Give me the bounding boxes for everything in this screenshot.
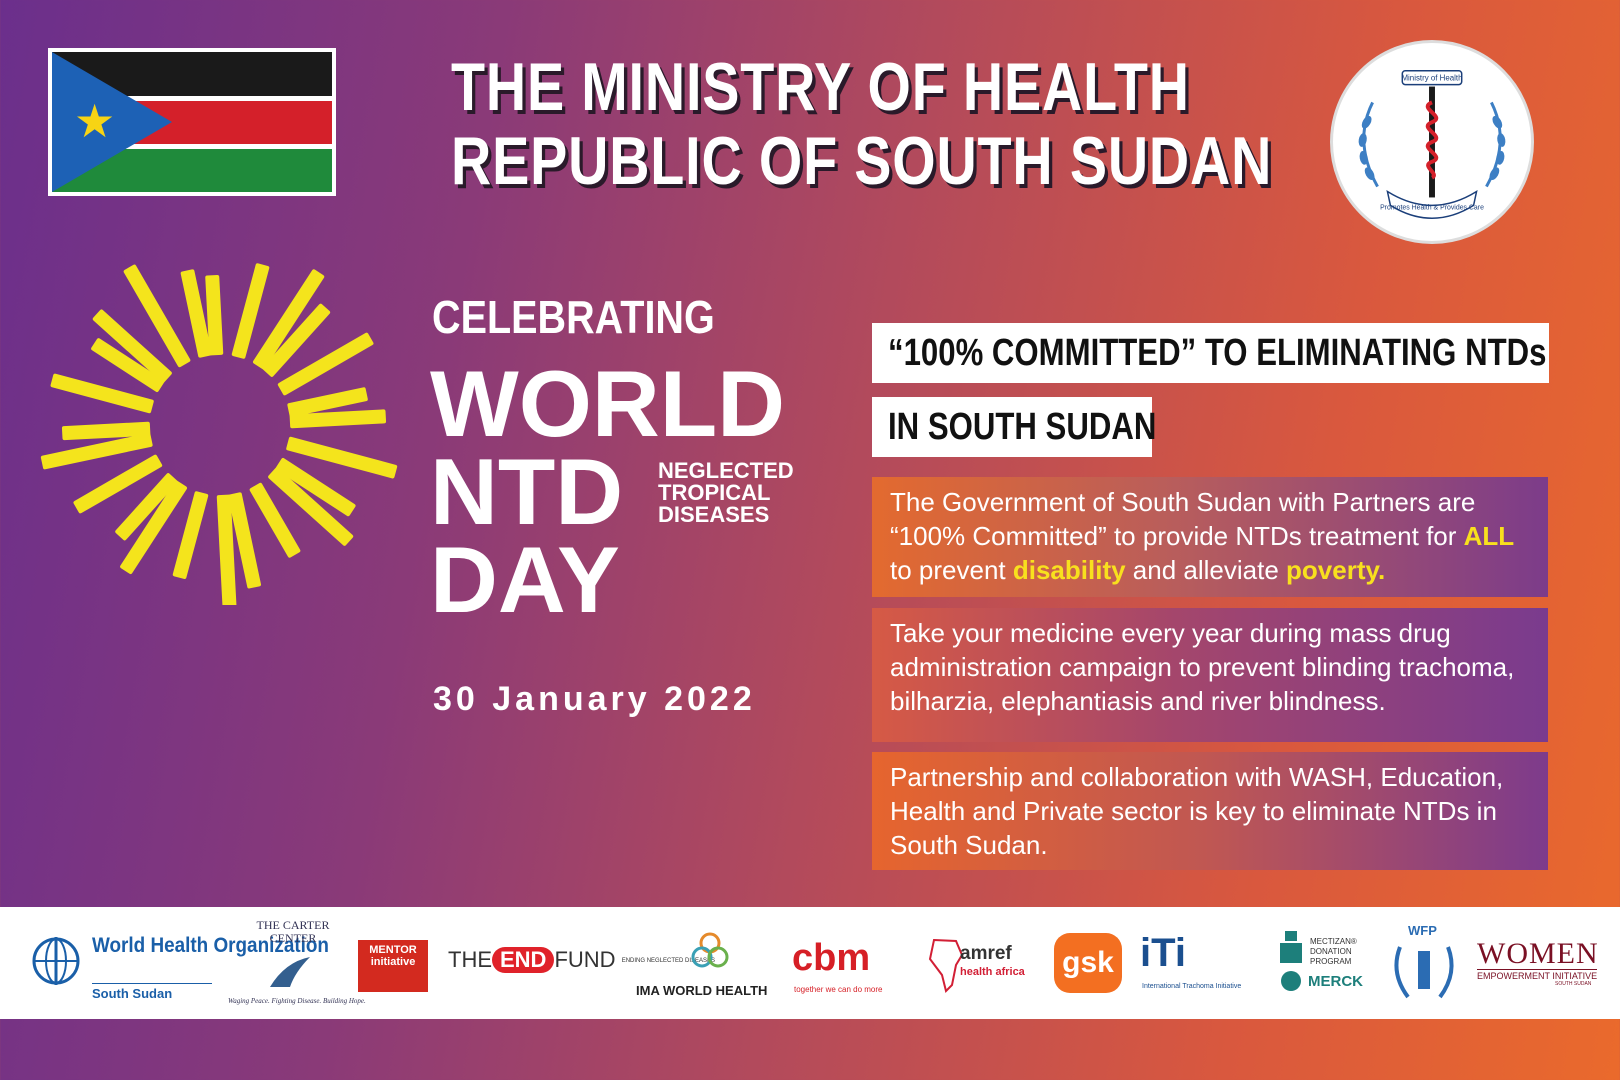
sun-ray [205, 274, 224, 356]
wfp-label: WFP [1408, 923, 1437, 938]
sun-ray [287, 387, 368, 417]
sun-ray [268, 467, 354, 546]
heading-day: DAY [430, 527, 620, 632]
sun-ray [286, 436, 398, 479]
sun-ray [123, 264, 191, 368]
flag-white-stripe [52, 96, 332, 101]
sun-ray [115, 473, 178, 541]
heading-world: WORLD [430, 351, 786, 456]
commitment-subheading: IN SOUTH SUDAN [872, 397, 1156, 457]
sun-ray [180, 269, 212, 358]
cbm-logo: cbm [792, 937, 871, 979]
iti-logo: iTi [1140, 931, 1186, 975]
flag-white-stripe [52, 144, 332, 149]
panel1-text: and alleviate [1125, 555, 1287, 585]
ntd-expansion: NEGLECTED TROPICAL DISEASES [658, 460, 794, 526]
sun-ray [253, 269, 325, 370]
sun-ray [249, 482, 301, 558]
ima-rings-icon [691, 932, 729, 968]
sun-ray [216, 494, 237, 605]
end-fund-end: END [492, 947, 555, 973]
mectizan-label: MECTIZAN® DONATION PROGRAM [1310, 937, 1357, 966]
merck-label: MERCK [1308, 973, 1363, 990]
women-empowerment-country: SOUTH SUDAN [1555, 981, 1592, 987]
title-line-2: REPUBLIC OF SOUTH SUDAN [451, 123, 1273, 199]
panel1-highlight-disability: disability [1012, 555, 1126, 585]
event-date: 30 January 2022 [433, 680, 756, 718]
end-fund-logo: THE END FUND ENDING NEGLECTED DISEASES [448, 947, 716, 973]
sun-ray [92, 309, 172, 383]
sun-ray [277, 332, 374, 396]
mentor-initiative-logo: MENTOR initiative [358, 940, 428, 992]
message-panel-medicine: Take your medicine every year during mas… [872, 608, 1548, 742]
ntd-neglected: NEGLECTED [658, 458, 794, 483]
sun-ray [73, 454, 163, 514]
sun-ray [50, 373, 154, 414]
south-sudan-flag: ★ [48, 48, 336, 196]
sun-ray [262, 303, 331, 377]
end-fund-fund: FUND [554, 947, 616, 972]
sun-rays-logo [40, 263, 398, 605]
sun-ray [120, 480, 187, 574]
women-empowerment-logo: WOMEN [1477, 937, 1599, 970]
sun-ray [40, 433, 153, 470]
star-icon: ★ [74, 95, 116, 147]
mectizan-icon [1280, 931, 1302, 991]
sun-ray [275, 458, 356, 517]
panel1-text: to prevent [890, 555, 1013, 585]
seal-bottom-text: Promotes Health & Provides Care [1380, 204, 1484, 211]
panel1-highlight-poverty: poverty. [1286, 555, 1386, 585]
amref-logo: amref health africa [960, 943, 1025, 981]
ministry-seal-logo: Ministry of Health Promotes Health & Pro… [1330, 40, 1534, 244]
end-fund-the: THE [448, 947, 492, 972]
panel1-text: The Government of South Sudan with Partn… [890, 487, 1476, 551]
who-globe-icon [32, 937, 80, 985]
flag-blue-triangle [52, 52, 172, 192]
message-panel-government: The Government of South Sudan with Partn… [872, 477, 1548, 597]
carter-dove-icon [270, 957, 310, 987]
ntd-diseases: DISEASES [658, 502, 770, 527]
ima-world-health-label: IMA WORLD HEALTH [636, 983, 768, 998]
sun-ray [61, 421, 151, 441]
wfp-wreath-icon [1394, 946, 1454, 999]
amref-title: amref [960, 943, 1012, 964]
commitment-heading: “100% COMMITTED” TO ELIMINATING NTDs [872, 323, 1549, 383]
heading-ntd: NTD [430, 439, 624, 544]
gsk-logo: gsk [1054, 933, 1122, 993]
partner-logos-bar: World Health Organization South Sudan TH… [0, 907, 1620, 1019]
world-ntd-day-heading: WORLD NTD DAY [430, 351, 786, 632]
cbm-tagline: together we can do more [794, 985, 883, 994]
africa-outline-icon [928, 938, 964, 993]
commitment-line-2: IN SOUTH SUDAN [888, 406, 1157, 448]
ntd-tropical: TROPICAL [658, 480, 771, 505]
sun-ray [91, 338, 165, 392]
carter-center-title: THE CARTER CENTER [256, 918, 330, 945]
iti-subtitle: International Trachoma Initiative [1142, 983, 1242, 990]
amref-subtitle: health africa [960, 966, 1025, 978]
women-empowerment-subtitle: EMPOWERMENT INITIATIVE [1477, 969, 1598, 981]
message-panel-partnership: Partnership and collaboration with WASH,… [872, 752, 1548, 870]
carter-center-tagline: Waging Peace. Fighting Disease. Building… [228, 997, 366, 1005]
end-fund-sub: ENDING NEGLECTED DISEASES [621, 957, 716, 964]
who-subtitle: South Sudan [92, 983, 212, 1001]
title-line-1: THE MINISTRY OF HEALTH [451, 49, 1190, 125]
sun-ray [172, 491, 209, 579]
who-title: World Health Organization [92, 934, 329, 957]
commitment-line-1: “100% COMMITTED” TO ELIMINATING NTDs [888, 332, 1547, 374]
sun-ray [231, 263, 270, 359]
celebrating-label: CELEBRATING [432, 291, 715, 343]
page-title: THE MINISTRY OF HEALTH REPUBLIC OF SOUTH… [451, 49, 1273, 199]
panel1-highlight-all: ALL [1463, 521, 1515, 551]
seal-top-text: Ministry of Health [1401, 74, 1462, 83]
sun-ray [289, 409, 387, 429]
sun-ray [228, 492, 261, 589]
